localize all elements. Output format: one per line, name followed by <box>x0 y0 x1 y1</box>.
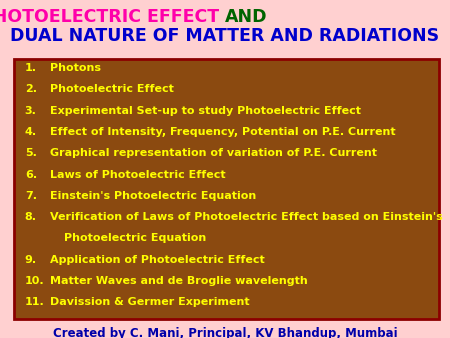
Text: Verification of Laws of Photoelectric Effect based on Einstein's: Verification of Laws of Photoelectric Ef… <box>50 212 443 222</box>
Text: 1.: 1. <box>25 63 37 73</box>
Text: Effect of Intensity, Frequency, Potential on P.E. Current: Effect of Intensity, Frequency, Potentia… <box>50 127 396 137</box>
Text: Laws of Photoelectric Effect: Laws of Photoelectric Effect <box>50 170 226 179</box>
FancyBboxPatch shape <box>14 59 439 319</box>
Text: 8.: 8. <box>25 212 37 222</box>
Text: 4.: 4. <box>25 127 37 137</box>
Text: 7.: 7. <box>25 191 37 201</box>
Text: 2.: 2. <box>25 84 37 95</box>
Text: PHOTOELECTRIC EFFECT AND: PHOTOELECTRIC EFFECT AND <box>81 8 369 26</box>
Text: Photoelectric Effect: Photoelectric Effect <box>50 84 174 95</box>
Text: 9.: 9. <box>25 255 37 265</box>
Text: Application of Photoelectric Effect: Application of Photoelectric Effect <box>50 255 265 265</box>
Text: Photoelectric Equation: Photoelectric Equation <box>64 233 206 243</box>
Text: Graphical representation of variation of P.E. Current: Graphical representation of variation of… <box>50 148 378 158</box>
Text: DUAL NATURE OF MATTER AND RADIATIONS: DUAL NATURE OF MATTER AND RADIATIONS <box>10 27 440 45</box>
Text: 5.: 5. <box>25 148 36 158</box>
Text: AND: AND <box>225 8 267 26</box>
Text: 10.: 10. <box>25 276 45 286</box>
Text: 6.: 6. <box>25 170 37 179</box>
Text: Einstein's Photoelectric Equation: Einstein's Photoelectric Equation <box>50 191 256 201</box>
Text: Davission & Germer Experiment: Davission & Germer Experiment <box>50 297 250 307</box>
Text: Created by C. Mani, Principal, KV Bhandup, Mumbai: Created by C. Mani, Principal, KV Bhandu… <box>53 327 397 338</box>
Text: 3.: 3. <box>25 106 36 116</box>
Text: PHOTOELECTRIC EFFECT: PHOTOELECTRIC EFFECT <box>0 8 225 26</box>
Text: Photons: Photons <box>50 63 101 73</box>
Text: Experimental Set-up to study Photoelectric Effect: Experimental Set-up to study Photoelectr… <box>50 106 361 116</box>
Text: 11.: 11. <box>25 297 45 307</box>
Text: Matter Waves and de Broglie wavelength: Matter Waves and de Broglie wavelength <box>50 276 308 286</box>
